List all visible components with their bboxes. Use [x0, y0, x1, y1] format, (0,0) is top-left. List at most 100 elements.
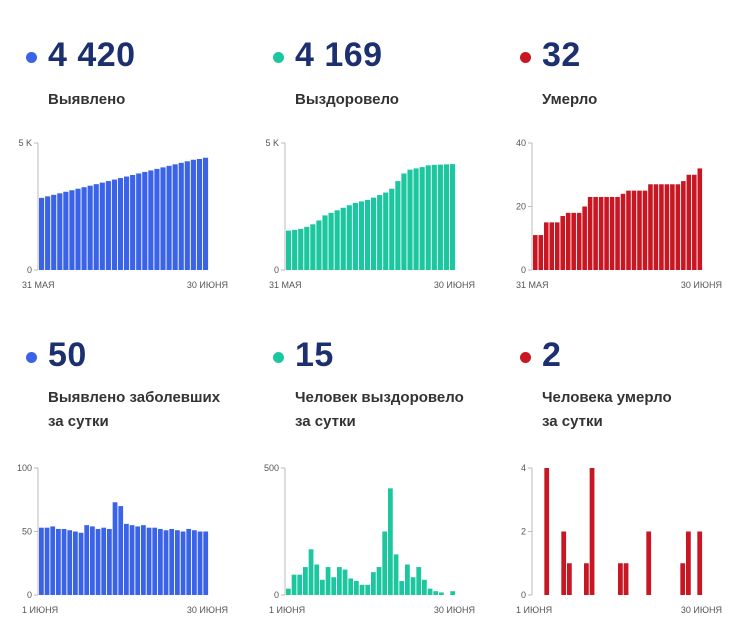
bar — [364, 199, 371, 270]
bar — [543, 222, 549, 270]
bar — [310, 224, 316, 270]
panel-recovered: 4 169 Выздоровело 0 5 K 31 МАЯ 30 ИЮНЯ — [257, 30, 497, 340]
x-label-start: 31 МАЯ — [22, 280, 55, 290]
bar — [449, 164, 456, 270]
panel-deaths-daily: 2 Человека умерло за сутки 0 2 4 1 ИЮНЯ 30 И… — [504, 330, 744, 640]
panel-detected-daily: 50 Выявлено заболевших за сутки 0 50 100 1 … — [10, 330, 250, 640]
bar — [334, 210, 340, 270]
x-label-start: 1 ИЮНЯ — [269, 605, 305, 615]
bar — [154, 168, 160, 270]
bar — [623, 563, 629, 595]
bar — [166, 165, 172, 270]
y-tick-label: 0 — [521, 265, 526, 275]
bar — [186, 528, 192, 595]
bar — [382, 531, 388, 595]
metric-label: Выявлено заболевших за сутки — [48, 386, 220, 434]
series-dot — [520, 352, 531, 363]
bar — [105, 181, 111, 270]
bar — [598, 196, 604, 270]
daily-value: 2 — [542, 336, 562, 374]
bar — [81, 187, 87, 270]
bar — [331, 577, 337, 595]
x-label-end: 30 ИЮНЯ — [187, 280, 228, 290]
bar — [292, 229, 298, 270]
daily-value: 50 — [48, 336, 87, 374]
bar — [99, 182, 105, 270]
bar — [337, 567, 342, 595]
bar — [308, 549, 314, 595]
x-label-end: 30 ИЮНЯ — [434, 605, 475, 615]
metric-label: Человек выздоровело за сутки — [295, 386, 464, 434]
y-tick-label: 500 — [264, 463, 279, 473]
bar — [354, 581, 359, 595]
bar — [90, 526, 95, 595]
bar — [93, 184, 99, 270]
bar — [107, 528, 112, 595]
bar — [69, 190, 75, 270]
bar — [620, 193, 626, 270]
bar — [576, 212, 582, 270]
bar — [202, 157, 209, 270]
bar — [190, 159, 196, 270]
bar — [692, 174, 697, 270]
bar — [197, 531, 203, 595]
panel-deaths: 32 Умерло 0 20 40 31 МАЯ 30 ИЮНЯ — [504, 30, 744, 340]
bar — [63, 191, 69, 270]
y-tick-label: 100 — [17, 463, 32, 473]
bar — [320, 579, 325, 595]
bar — [538, 235, 544, 270]
bar — [117, 178, 124, 270]
bar — [416, 567, 422, 595]
bar — [433, 591, 439, 595]
bar — [419, 167, 425, 270]
y-tick-label: 0 — [274, 590, 279, 600]
bar — [642, 190, 648, 270]
metric-label-line1: Выздоровело — [295, 91, 399, 108]
bar — [637, 190, 642, 270]
bar — [407, 169, 413, 270]
bar — [604, 196, 609, 270]
y-tick-label: 0 — [521, 590, 526, 600]
bar — [340, 207, 346, 270]
bar — [136, 173, 142, 270]
bar — [101, 527, 107, 595]
bar — [681, 181, 686, 270]
bar — [401, 173, 407, 270]
bar — [593, 196, 598, 270]
y-tick-label: 4 — [521, 463, 526, 473]
bar — [141, 525, 146, 595]
metric-label: Выявлено — [48, 88, 125, 112]
bar — [675, 184, 681, 270]
panel-detected: 4 420 Выявлено 0 5 K 31 МАЯ 30 ИЮНЯ — [10, 30, 250, 340]
bar — [533, 235, 538, 270]
bar — [389, 188, 395, 270]
total-value: 4 420 — [48, 36, 136, 74]
bar — [112, 502, 118, 595]
daily-value: 15 — [295, 336, 334, 374]
bar — [697, 168, 703, 270]
bar — [393, 554, 399, 595]
bar — [175, 530, 180, 595]
bar — [160, 167, 166, 270]
total-value: 32 — [542, 36, 581, 74]
bar — [67, 530, 73, 595]
bar — [395, 181, 401, 270]
bar — [544, 468, 550, 595]
metric-label-line1: Выявлено заболевших — [48, 389, 221, 406]
bar — [659, 184, 664, 270]
bar — [286, 230, 292, 270]
bar — [39, 197, 45, 270]
bar — [376, 567, 382, 595]
bar — [425, 165, 431, 270]
y-tick-label: 0 — [274, 265, 279, 275]
bar — [44, 527, 50, 595]
bar — [111, 179, 118, 270]
y-tick-label: 2 — [521, 527, 526, 537]
bar — [686, 174, 692, 270]
bar — [87, 185, 93, 270]
bar — [653, 184, 659, 270]
series-dot — [273, 52, 284, 63]
bar — [73, 531, 78, 595]
x-label-end: 30 ИЮНЯ — [681, 280, 722, 290]
bar — [377, 195, 383, 270]
